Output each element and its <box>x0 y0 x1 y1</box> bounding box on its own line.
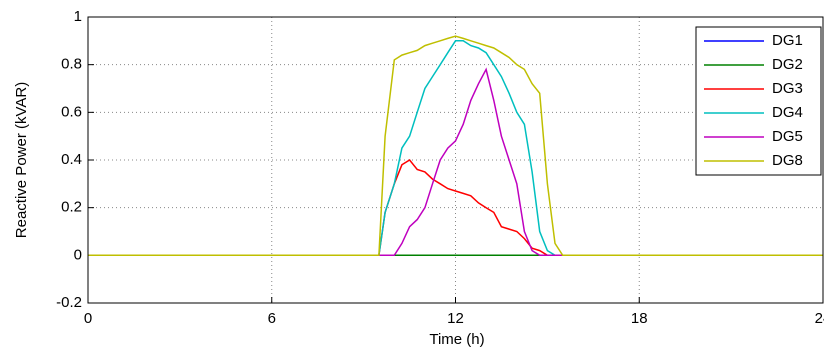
legend-label: DG3 <box>772 80 803 97</box>
y-tick-label: 0.8 <box>61 56 82 73</box>
x-tick-label: 18 <box>631 310 648 327</box>
series-line <box>88 40 823 257</box>
legend-box <box>695 26 822 176</box>
legend-label: DG2 <box>772 56 803 73</box>
legend-label: DG4 <box>772 104 803 121</box>
plot-frame <box>87 16 824 304</box>
x-axis-label: Time (h) <box>429 331 484 348</box>
y-tick-label: 0 <box>74 246 82 263</box>
x-tick-label: 12 <box>447 310 464 327</box>
x-tick-label: 6 <box>268 310 276 327</box>
series-line <box>88 35 823 257</box>
y-tick-label: 0.6 <box>61 103 82 120</box>
y-tick-label: 0.2 <box>61 199 82 216</box>
legend-label: DG5 <box>772 128 803 145</box>
legend-label: DG8 <box>772 152 803 169</box>
legend-label: DG1 <box>772 32 803 49</box>
x-tick-label: 0 <box>84 310 92 327</box>
y-tick-label: 1 <box>74 8 82 25</box>
y-tick-label: 0.4 <box>61 151 82 168</box>
y-axis-label: Reactive Power (kVAR) <box>13 82 30 238</box>
series-line <box>88 159 823 257</box>
series-line <box>88 67 823 257</box>
y-tick-label: -0.2 <box>56 294 82 311</box>
x-tick-label: 24 <box>815 310 824 327</box>
